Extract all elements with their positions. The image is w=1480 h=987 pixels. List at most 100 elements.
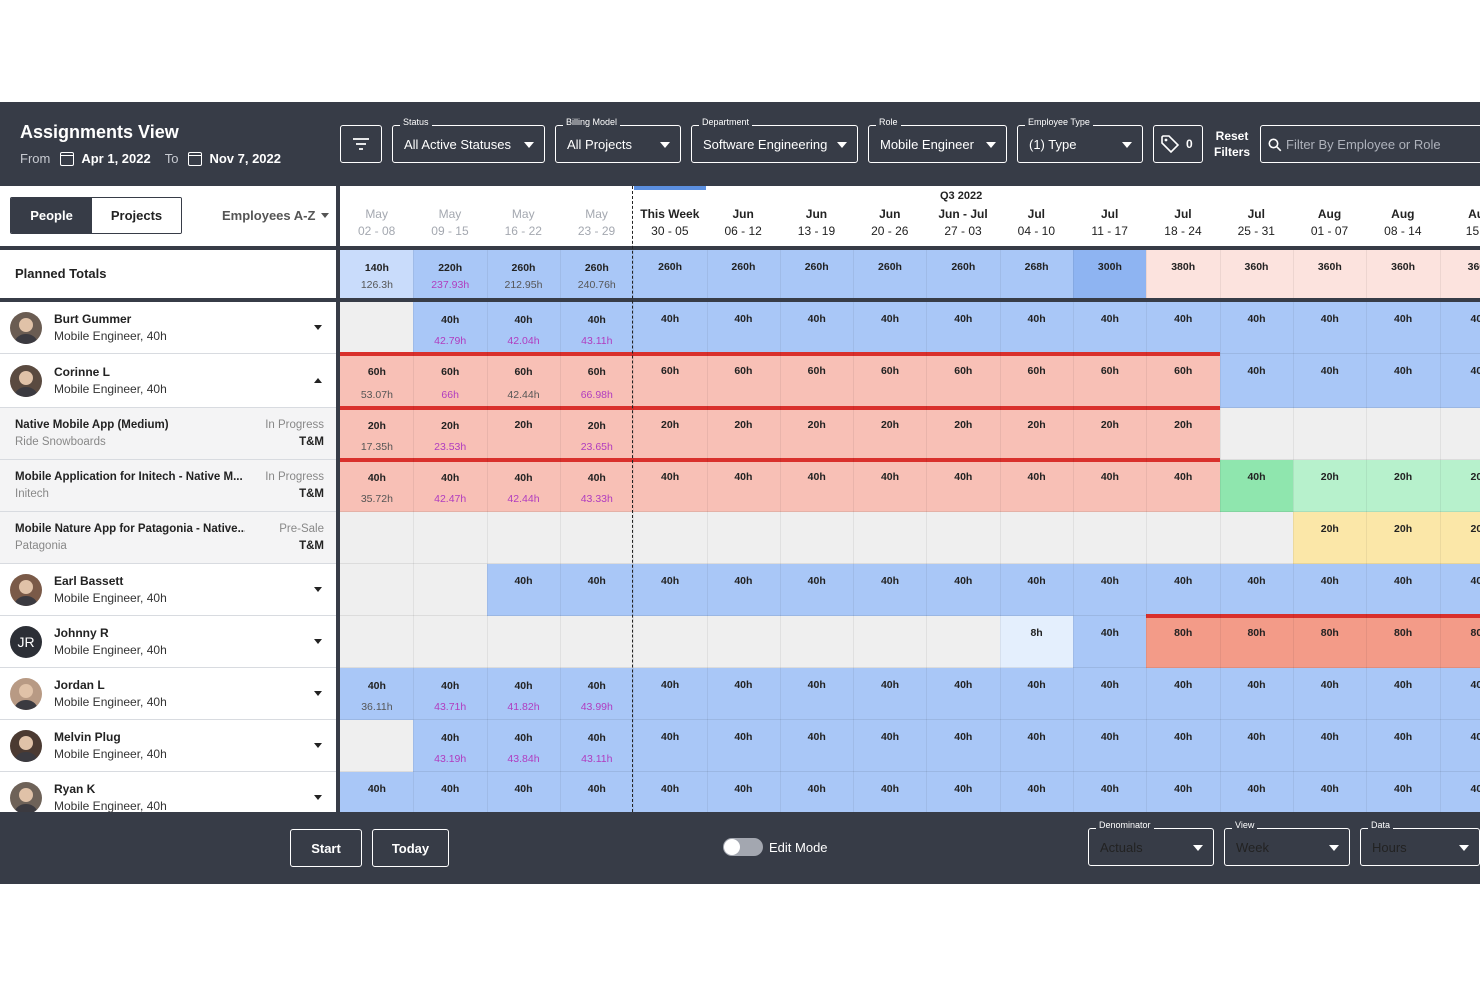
person-row[interactable]: Earl Bassett Mobile Engineer, 40h — [0, 564, 336, 616]
allocation-cell[interactable]: 20h — [999, 408, 1074, 460]
allocation-cell[interactable]: 40h — [706, 668, 781, 720]
allocation-cell[interactable]: 40h — [853, 302, 927, 354]
allocation-cell[interactable]: 20h — [706, 408, 781, 460]
allocation-cell[interactable]: 40h — [1366, 720, 1440, 772]
allocation-cell[interactable]: 20h — [1366, 460, 1440, 512]
allocation-cell[interactable]: 40h 41.82h — [486, 668, 561, 720]
allocation-cell[interactable]: 40h — [1073, 302, 1147, 354]
allocation-cell[interactable]: 40h — [1219, 668, 1294, 720]
tag-filter-button[interactable]: 0 — [1153, 125, 1203, 163]
allocation-cell[interactable]: 40h — [1292, 354, 1367, 408]
allocation-cell[interactable]: 40h — [779, 460, 854, 512]
allocation-cell[interactable]: 40h — [1073, 668, 1147, 720]
from-date[interactable]: Apr 1, 2022 — [81, 151, 151, 166]
start-button[interactable]: Start — [290, 829, 362, 867]
project-name[interactable]: Native Mobile App (Medium) — [15, 419, 169, 431]
allocation-cell[interactable]: 40h — [926, 772, 1001, 812]
allocation-cell[interactable]: 40h — [1366, 668, 1440, 720]
allocation-cell[interactable]: 40h — [633, 564, 707, 616]
allocation-cell[interactable]: 40 — [1439, 772, 1480, 812]
allocation-cell[interactable]: 80h — [1146, 616, 1221, 668]
allocation-cell[interactable]: 40h — [1219, 772, 1294, 812]
allocation-cell[interactable]: 40h — [1219, 720, 1294, 772]
person-name[interactable]: Ryan K — [54, 782, 96, 796]
allocation-cell[interactable]: 40h — [853, 720, 927, 772]
allocation-cell[interactable]: 40h — [633, 460, 707, 512]
project-name[interactable]: Mobile Nature App for Patagonia - Native… — [15, 523, 245, 535]
data-dropdown[interactable]: Data Hours — [1360, 820, 1480, 866]
allocation-cell[interactable]: 60h 66.98h — [559, 354, 634, 408]
status-dropdown[interactable]: Status All Active Statuses — [392, 117, 545, 163]
allocation-cell[interactable]: 40h — [1073, 720, 1147, 772]
allocation-cell[interactable]: 60h 42.44h — [486, 354, 561, 408]
allocation-cell[interactable]: 40h — [1366, 302, 1440, 354]
person-name[interactable]: Jordan L — [54, 678, 105, 692]
person-row[interactable]: JR Johnny R Mobile Engineer, 40h — [0, 616, 336, 668]
allocation-cell[interactable]: 20h — [853, 408, 927, 460]
chevron-up-icon[interactable] — [314, 378, 322, 383]
allocation-cell[interactable]: 40h 36.11h — [340, 668, 414, 720]
allocation-cell[interactable]: 360h — [1292, 250, 1367, 298]
allocation-cell[interactable]: 40h — [633, 720, 707, 772]
allocation-cell[interactable]: 40h — [779, 564, 854, 616]
allocation-cell[interactable]: 40h 43.99h — [559, 668, 634, 720]
allocation-cell[interactable]: 40h — [779, 772, 854, 812]
allocation-cell[interactable]: 140h 126.3h — [340, 250, 414, 298]
allocation-cell[interactable]: 20h — [1073, 408, 1147, 460]
allocation-cell[interactable]: 40h — [706, 302, 781, 354]
allocation-cell[interactable]: 20h 23.53h — [413, 408, 488, 460]
allocation-cell[interactable]: 40h — [413, 772, 488, 812]
allocation-cell[interactable]: 40h — [926, 720, 1001, 772]
allocation-cell[interactable]: 60h — [1073, 354, 1147, 408]
allocation-cell[interactable]: 80h — [1366, 616, 1440, 668]
allocation-cell[interactable]: 220h 237.93h — [413, 250, 488, 298]
allocation-cell[interactable]: 360 — [1439, 250, 1480, 298]
allocation-cell[interactable]: 40h — [1292, 564, 1367, 616]
allocation-cell[interactable]: 40h — [1292, 772, 1367, 812]
role-dropdown[interactable]: Role Mobile Engineer — [868, 117, 1007, 163]
allocation-cell[interactable]: 40h — [999, 720, 1074, 772]
today-button[interactable]: Today — [372, 829, 449, 867]
allocation-cell[interactable]: 40h — [559, 564, 634, 616]
allocation-cell[interactable]: 20h — [779, 408, 854, 460]
allocation-cell[interactable]: 40h — [1146, 668, 1221, 720]
allocation-cell[interactable]: 40h — [779, 302, 854, 354]
allocation-cell[interactable]: 260h — [779, 250, 854, 298]
allocation-cell[interactable]: 40h — [1366, 564, 1440, 616]
allocation-cell[interactable]: 60h — [633, 354, 707, 408]
allocation-cell[interactable]: 40h — [853, 772, 927, 812]
allocation-cell[interactable]: 40h — [999, 772, 1074, 812]
allocation-cell[interactable]: 40h — [1219, 564, 1294, 616]
person-name[interactable]: Earl Bassett — [54, 574, 124, 588]
calendar-icon[interactable] — [60, 151, 75, 166]
allocation-cell[interactable]: 40h — [706, 720, 781, 772]
allocation-cell[interactable]: 40h — [1366, 772, 1440, 812]
allocation-cell[interactable]: 80h — [1219, 616, 1294, 668]
allocation-cell[interactable]: 40h 42.44h — [486, 460, 561, 512]
allocation-cell[interactable]: 40h — [1146, 460, 1221, 512]
allocation-cell[interactable]: 40 — [1439, 302, 1480, 354]
allocation-cell[interactable]: 80h — [1292, 616, 1367, 668]
person-name[interactable]: Burt Gummer — [54, 312, 132, 326]
allocation-cell[interactable]: 268h — [999, 250, 1074, 298]
allocation-cell[interactable]: 40h — [1219, 354, 1294, 408]
allocation-cell[interactable]: 40h — [853, 564, 927, 616]
allocation-cell[interactable]: 20h — [1366, 512, 1440, 564]
chevron-down-icon[interactable] — [314, 325, 322, 330]
allocation-cell[interactable]: 40h — [706, 460, 781, 512]
billing-model-dropdown[interactable]: Billing Model All Projects — [555, 117, 681, 163]
allocation-cell[interactable]: 60h — [999, 354, 1074, 408]
allocation-cell[interactable]: 40h — [633, 302, 707, 354]
allocation-cell[interactable]: 300h — [1073, 250, 1147, 298]
allocation-cell[interactable]: 40h — [779, 720, 854, 772]
allocation-cell[interactable]: 40h — [1219, 460, 1294, 512]
allocation-cell[interactable]: 360h — [1366, 250, 1440, 298]
calendar-icon[interactable] — [188, 151, 203, 166]
allocation-cell[interactable]: 40h 42.47h — [413, 460, 488, 512]
allocation-cell[interactable]: 40h 43.11h — [559, 302, 634, 354]
allocation-cell[interactable]: 40 — [1439, 564, 1480, 616]
allocation-cell[interactable]: 40h — [926, 564, 1001, 616]
allocation-cell[interactable]: 40h — [926, 460, 1001, 512]
allocation-cell[interactable]: 40h 43.84h — [486, 720, 561, 772]
allocation-cell[interactable]: 40h 43.19h — [413, 720, 488, 772]
